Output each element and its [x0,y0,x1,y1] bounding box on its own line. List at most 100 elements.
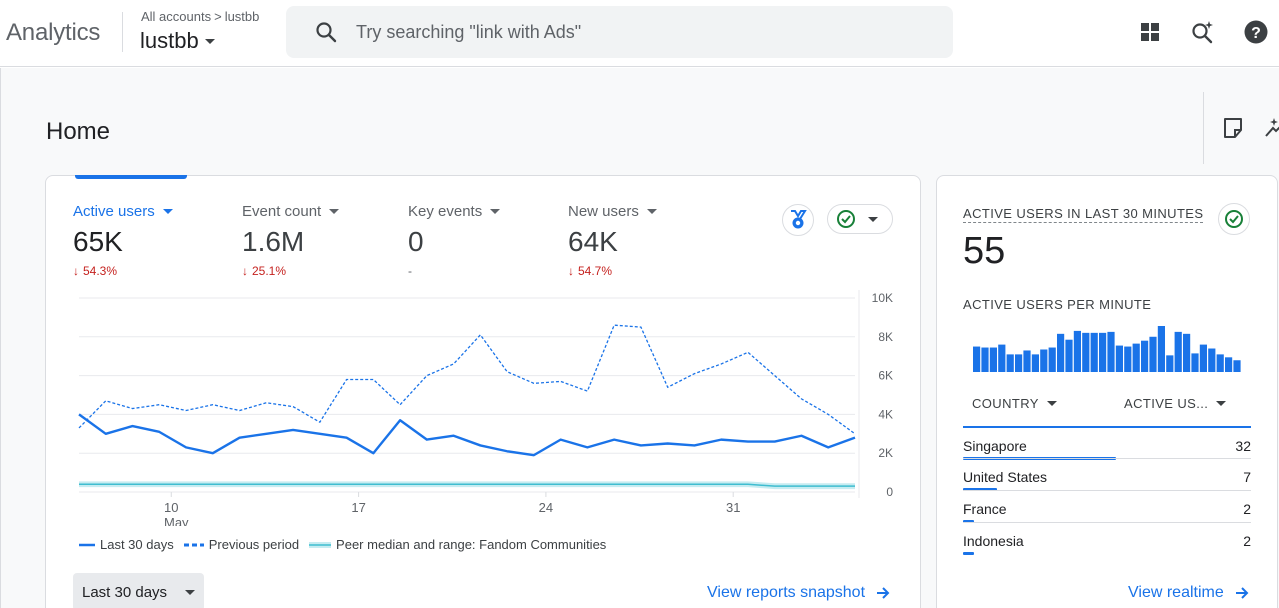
realtime-status-button[interactable] [1218,203,1250,235]
metric-value: 64K [568,226,618,257]
legend-item-previous: Previous period [183,537,300,552]
app-name[interactable]: Analytics [6,19,101,46]
search-insights-icon[interactable] [1189,18,1217,46]
country-share-bar [963,552,974,555]
view-reports-snapshot-link[interactable]: View reports snapshot [707,584,891,602]
y-tick-label: 8K [878,330,893,344]
x-tick-label: 10 [164,500,178,515]
country-name: United States [963,469,1048,485]
per-minute-bar[interactable] [1208,348,1216,372]
per-minute-bar[interactable] [1115,345,1123,372]
per-minute-bar[interactable] [1183,333,1191,372]
per-minute-bar[interactable] [1015,354,1023,372]
link-label: View realtime [1128,584,1224,601]
legend-swatch-band [309,541,332,548]
table-row[interactable]: Indonesia 2 [963,522,1251,555]
column-header-country[interactable]: COUNTRY [972,396,1057,411]
per-minute-bar[interactable] [1132,343,1140,372]
property-selector[interactable]: lustbb [140,28,215,54]
y-tick-label: 0 [886,485,893,499]
per-minute-bar[interactable] [1031,354,1039,372]
table-row[interactable]: Singapore 32 [963,426,1251,460]
breadcrumb-all-accounts[interactable]: All accounts [141,9,212,24]
insights-icon[interactable] [1262,116,1279,140]
column-header-active-users[interactable]: ACTIVE US... [1124,396,1227,411]
svg-text:?: ? [1251,25,1261,42]
legend-label: Previous period [208,537,300,552]
note-icon[interactable] [1221,116,1245,140]
metric-label: New users [568,203,639,220]
per-minute-bar[interactable] [1225,357,1233,372]
per-minute-bar[interactable] [1124,346,1132,372]
per-minute-bar[interactable] [998,344,1006,372]
x-tick-label: 24 [539,500,553,515]
per-minute-bar[interactable] [1233,360,1241,372]
per-minute-bar[interactable] [1149,336,1157,372]
apps-grid-icon[interactable] [1136,18,1164,46]
per-minute-bar[interactable] [1048,347,1056,372]
check-circle-icon [837,210,855,228]
per-minute-bar[interactable] [1199,344,1207,372]
per-minute-bar[interactable] [1107,331,1115,372]
per-minute-bar[interactable] [1216,354,1224,372]
per-minute-bar[interactable] [1023,350,1031,372]
x-tick-sublabel: May [164,515,189,526]
per-minute-bar[interactable] [1082,332,1090,372]
y-tick-label: 10K [872,291,893,305]
metric-event-count[interactable]: Event count 1.6M ↓ 25.1% [242,203,340,278]
per-minute-bar[interactable] [989,347,997,372]
caret-down-icon [490,209,501,214]
search-bar[interactable] [286,6,953,58]
chart-legend: Last 30 days Previous period Peer median… [79,537,616,552]
per-minute-bar[interactable] [1166,355,1174,372]
arrow-down-icon: ↓ [242,264,248,278]
per-minute-bar[interactable] [981,347,989,372]
per-minute-bar[interactable] [1065,339,1073,372]
per-minute-bar-chart [973,326,1241,372]
help-icon[interactable]: ? [1242,18,1270,46]
caret-down-icon [329,209,340,214]
caret-down-icon [1046,401,1057,406]
per-minute-bar[interactable] [973,346,981,372]
legend-label: Peer median and range: Fandom Communitie… [336,537,607,552]
arrow-down-icon: ↓ [73,264,79,278]
per-minute-bar[interactable] [1174,331,1182,372]
per-minute-bar[interactable] [1141,340,1149,372]
per-minute-bar[interactable] [1040,349,1048,372]
country-value: 2 [1243,533,1251,549]
main-content: Home Active users 65K ↓ 54.3% Event count… [0,68,1279,608]
per-minute-bar[interactable] [1073,330,1081,372]
table-row[interactable]: United States 7 [963,458,1251,491]
peer-range-band [79,481,855,490]
metric-active-users[interactable]: Active users 65K ↓ 54.3% [73,203,173,278]
country-share-bar [963,488,997,491]
data-status-button[interactable] [827,204,893,234]
view-realtime-link[interactable]: View realtime [1128,584,1250,602]
caret-down-icon [868,216,878,222]
metric-key-events[interactable]: Key events 0 - [408,203,501,278]
search-icon [316,22,337,43]
realtime-title[interactable]: ACTIVE USERS IN LAST 30 MINUTES [963,206,1204,223]
per-minute-bar[interactable] [1099,332,1107,372]
legend-label: Last 30 days [100,537,174,552]
per-minute-bar[interactable] [1157,326,1165,372]
search-input[interactable] [356,18,916,46]
benchmark-badge-button[interactable] [782,204,814,236]
arrow-down-icon: ↓ [568,264,574,278]
metric-label: Active users [73,203,155,220]
country-name: France [963,501,1007,517]
per-minute-bar[interactable] [1191,353,1199,372]
per-minute-bar[interactable] [1006,354,1014,372]
per-minute-bar[interactable] [1057,333,1065,372]
breadcrumb: All accounts > lustbb [141,9,259,24]
caret-down-icon [1216,401,1227,406]
x-tick-label: 31 [726,500,740,515]
table-row[interactable]: France 2 [963,490,1251,523]
metric-new-users[interactable]: New users 64K ↓ 54.7% [568,203,657,278]
per-minute-bar[interactable] [1090,332,1098,372]
caret-down-icon [185,589,196,595]
series-line-current [78,413,856,457]
date-range-dropdown[interactable]: Last 30 days [73,573,204,608]
breadcrumb-account[interactable]: lustbb [224,9,260,24]
caret-down-icon [204,38,215,44]
